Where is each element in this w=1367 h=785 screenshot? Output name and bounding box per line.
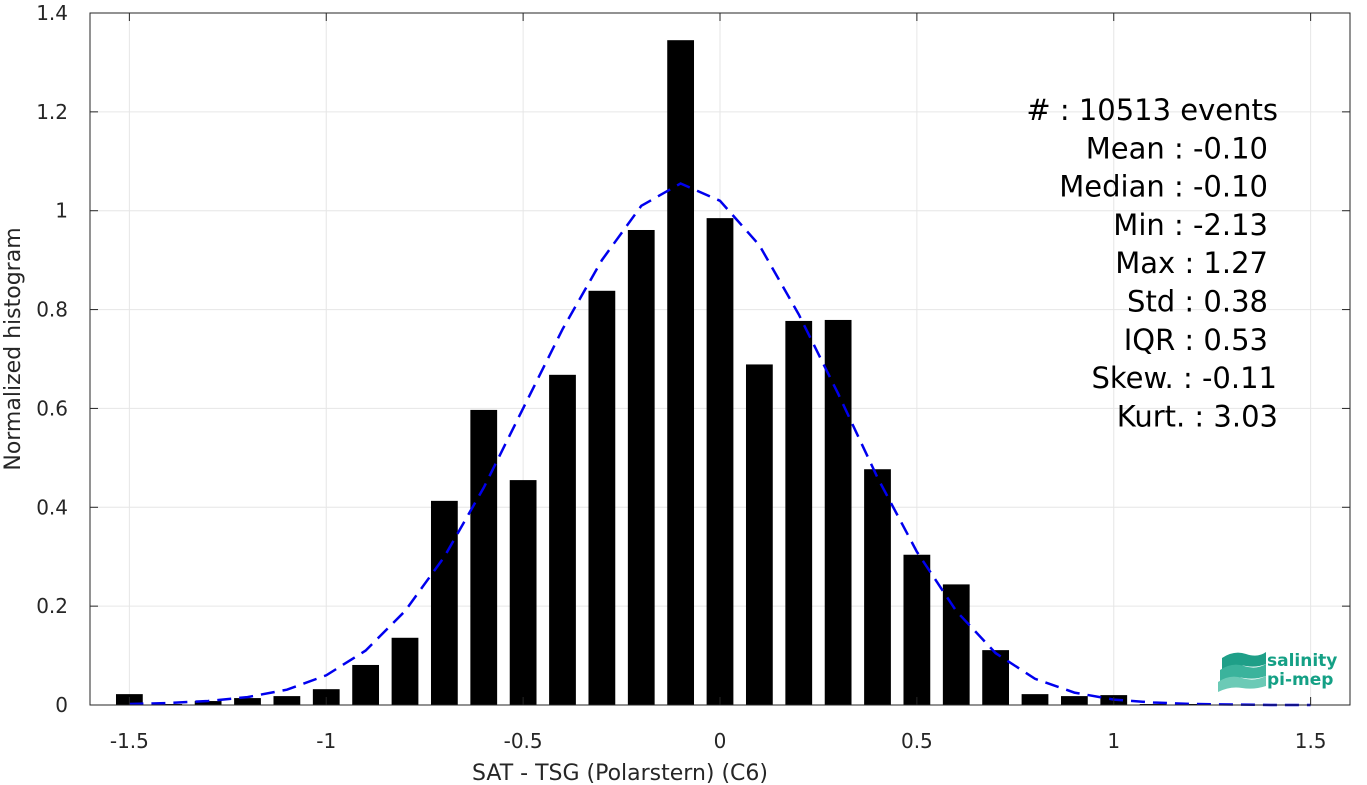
stat-line-2: Median : -0.10 xyxy=(1059,170,1268,204)
histogram-bar-10 xyxy=(509,480,537,705)
salinity-pi-mep-logo: salinity pi-mep xyxy=(1218,651,1337,692)
x-tick-label: -1.5 xyxy=(110,729,149,753)
histogram-bar-20 xyxy=(903,554,931,705)
histogram-bar-13 xyxy=(627,229,655,705)
y-tick-label: 0.2 xyxy=(36,594,68,618)
histogram-bar-19 xyxy=(864,469,891,705)
logo-line-1: salinity xyxy=(1267,651,1337,671)
stat-line-6: IQR : 0.53 xyxy=(1124,323,1268,357)
histogram-bar-6 xyxy=(352,664,380,705)
y-tick-label: 1.4 xyxy=(36,1,68,25)
x-tick-label: 0.5 xyxy=(901,729,933,753)
stat-line-7: Skew. : -0.11 xyxy=(1091,361,1277,395)
y-tick-label: 0.6 xyxy=(36,396,68,420)
histogram-bar-7 xyxy=(391,637,419,705)
histogram-bar-17 xyxy=(785,320,813,705)
histogram-bar-22 xyxy=(982,650,1010,705)
grid-lines xyxy=(90,12,1350,706)
histogram-bar-16 xyxy=(745,364,773,705)
histogram-bar-12 xyxy=(588,290,616,705)
histogram-bar-15 xyxy=(706,218,734,705)
stat-line-1: Mean : -0.10 xyxy=(1086,131,1268,165)
histogram-bar-21 xyxy=(942,584,970,705)
histogram-bar-4 xyxy=(273,696,301,705)
histogram-bar-11 xyxy=(549,374,576,705)
x-tick-label: -1 xyxy=(316,729,336,753)
axis-ticks: -1.5 -1 -0.5 0 0.5 1 1.5 0 0.2 0.4 0.6 0.8 1 1.2 1.4 xyxy=(36,1,1350,753)
histogram-bar-18 xyxy=(824,319,852,705)
stat-line-8: Kurt. : 3.03 xyxy=(1117,399,1278,433)
histogram-bar-24 xyxy=(1060,696,1088,705)
y-axis-label: Normalized histogram xyxy=(1,227,26,470)
histogram-bar-3 xyxy=(234,698,261,705)
x-tick-label: 1 xyxy=(1107,729,1120,753)
histogram-bars xyxy=(115,40,1246,705)
y-tick-label: 1.2 xyxy=(36,100,68,124)
histogram-bar-8 xyxy=(430,500,458,705)
x-axis-label: SAT - TSG (Polarstern) (C6) xyxy=(472,761,768,785)
waves-icon xyxy=(1218,652,1266,692)
x-tick-label: 0 xyxy=(714,729,727,753)
y-tick-label: 0.8 xyxy=(36,298,68,322)
histogram-bar-14 xyxy=(667,40,695,705)
y-tick-label: 1 xyxy=(55,199,68,223)
stat-line-4: Max : 1.27 xyxy=(1115,246,1268,280)
statistics-annotation: # : 10513 events Mean : -0.10 Median : -0.… xyxy=(1026,93,1278,433)
logo-line-2: pi-mep xyxy=(1267,670,1333,690)
stat-line-3: Min : -2.13 xyxy=(1113,208,1268,242)
histogram-bar-2 xyxy=(194,701,222,705)
x-tick-label: -0.5 xyxy=(504,729,543,753)
stat-line-5: Std : 0.38 xyxy=(1127,285,1268,319)
y-tick-label: 0.4 xyxy=(36,495,68,519)
x-tick-label: 1.5 xyxy=(1295,729,1327,753)
y-tick-label: 0 xyxy=(55,693,68,717)
histogram-bar-23 xyxy=(1021,694,1049,705)
histogram-bar-9 xyxy=(470,409,498,705)
stat-line-0: # : 10513 events xyxy=(1026,93,1278,127)
